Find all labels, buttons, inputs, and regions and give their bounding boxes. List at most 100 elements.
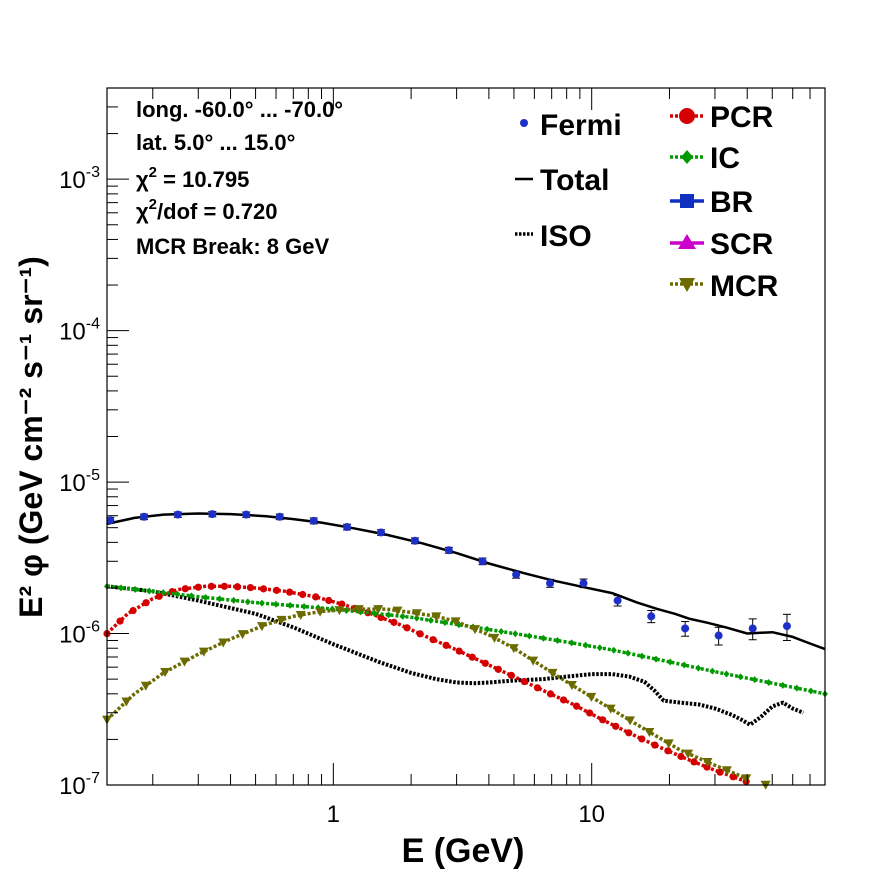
ic-marker [188, 592, 195, 600]
pcr-marker [507, 671, 515, 679]
pcr-marker [129, 606, 137, 615]
mcr-marker [489, 633, 500, 643]
fermi-point [444, 546, 453, 555]
y-tick-base: 10 [59, 167, 86, 194]
axis-ticks [107, 87, 826, 786]
mcr-marker [140, 681, 151, 691]
ic-marker [498, 628, 505, 636]
chi2-value: = 10.795 [157, 167, 249, 192]
pcr-marker [220, 582, 229, 590]
pcr-marker [599, 716, 607, 724]
pcr-marker [259, 585, 268, 593]
chi-symbol: χ [136, 167, 149, 192]
series-layer [102, 512, 828, 790]
ic-marker [512, 630, 519, 638]
mcr-marker [721, 766, 732, 776]
mcr-marker [373, 605, 384, 615]
ic-marker [540, 634, 547, 642]
info-mcr-break: MCR Break: 8 GeV [136, 234, 330, 259]
mcr-marker [179, 657, 190, 667]
ic-marker [385, 611, 392, 619]
ic-marker [441, 619, 448, 627]
ic-marker [624, 649, 631, 657]
pcr-marker [520, 677, 529, 686]
fermi-point [714, 631, 723, 640]
mcr-marker [625, 716, 636, 726]
ic-marker [202, 593, 209, 601]
ic-marker [230, 596, 237, 604]
pcr-marker [272, 586, 281, 594]
info-chi2: χ2 = 10.795 [136, 164, 249, 192]
mcr-marker [547, 668, 558, 678]
y-tick-base: 10 [59, 470, 86, 497]
legend-left: Fermi Total ISO [515, 109, 622, 253]
ic-marker [371, 609, 378, 617]
pcr-marker [494, 665, 502, 673]
mcr-marker [702, 758, 713, 768]
ic-marker [751, 676, 758, 684]
ic-marker [484, 625, 491, 633]
ic-marker [244, 598, 251, 606]
ic-marker [132, 585, 139, 593]
fermi-point [512, 570, 521, 579]
pcr-marker [155, 592, 163, 600]
pcr-marker [612, 722, 620, 730]
ic-marker [638, 652, 645, 660]
mcr-marker [683, 749, 694, 759]
y-tick-exp: -6 [86, 619, 100, 636]
y-tick-base: 10 [59, 622, 86, 649]
mcr-marker [741, 774, 752, 784]
pcr-marker [416, 630, 424, 638]
ic-marker [160, 589, 167, 597]
mcr-marker [198, 647, 209, 657]
pcr-marker [677, 752, 685, 761]
y-tick-label-1e-7: 10-7 [59, 770, 100, 800]
y-axis-title: E² φ (GeV cm⁻² s⁻¹ sr⁻¹) [13, 256, 49, 618]
legend-label-br: BR [710, 186, 754, 219]
pcr-marker [246, 584, 255, 592]
ic-marker [413, 614, 420, 622]
fermi-point [748, 624, 757, 633]
pcr-marker [664, 747, 672, 755]
mcr-marker [353, 605, 364, 615]
mcr-marker [663, 739, 674, 749]
mcr-marker [237, 630, 248, 640]
pcr-marker [325, 596, 333, 605]
mcr-marker [392, 606, 403, 616]
x-axis-title: E (GeV) [402, 832, 525, 870]
pcr-marker [533, 684, 542, 692]
legend-label-iso: ISO [540, 220, 592, 253]
fermi-point [579, 579, 588, 588]
fermi-point [782, 622, 791, 631]
legend-marker-scr [678, 234, 696, 249]
mcr-marker [508, 644, 519, 654]
legend-marker-fermi [520, 119, 528, 127]
ic-marker [793, 684, 800, 692]
y-tick-label-1e-6: 10-6 [59, 619, 100, 649]
fermi-point [106, 516, 115, 525]
ic-marker [582, 641, 589, 649]
chi-symbol: χ [136, 199, 149, 224]
mcr-marker [334, 606, 345, 616]
chi-superscript: 2 [149, 164, 157, 181]
ic-marker [765, 678, 772, 686]
fermi-points [106, 510, 791, 646]
ic-marker [737, 673, 744, 681]
legend-label-ic: IC [710, 142, 740, 175]
y-tick-base: 10 [59, 773, 86, 800]
pcr-marker [559, 696, 568, 704]
fermi-point [173, 510, 182, 519]
x-tick-label-1: 1 [327, 801, 340, 828]
pcr-marker [312, 593, 320, 601]
pcr-marker [703, 763, 711, 771]
mcr-marker [644, 728, 655, 738]
ic-marker [399, 612, 406, 620]
mcr-marker [566, 681, 577, 691]
y-tick-labels: 10-7 10-6 10-5 10-4 10-3 [59, 164, 100, 800]
legend-label-pcr: PCR [710, 101, 774, 134]
ic-marker [610, 646, 617, 654]
pcr-marker [194, 583, 202, 591]
ic-marker [695, 664, 702, 672]
ic-marker [596, 644, 603, 652]
